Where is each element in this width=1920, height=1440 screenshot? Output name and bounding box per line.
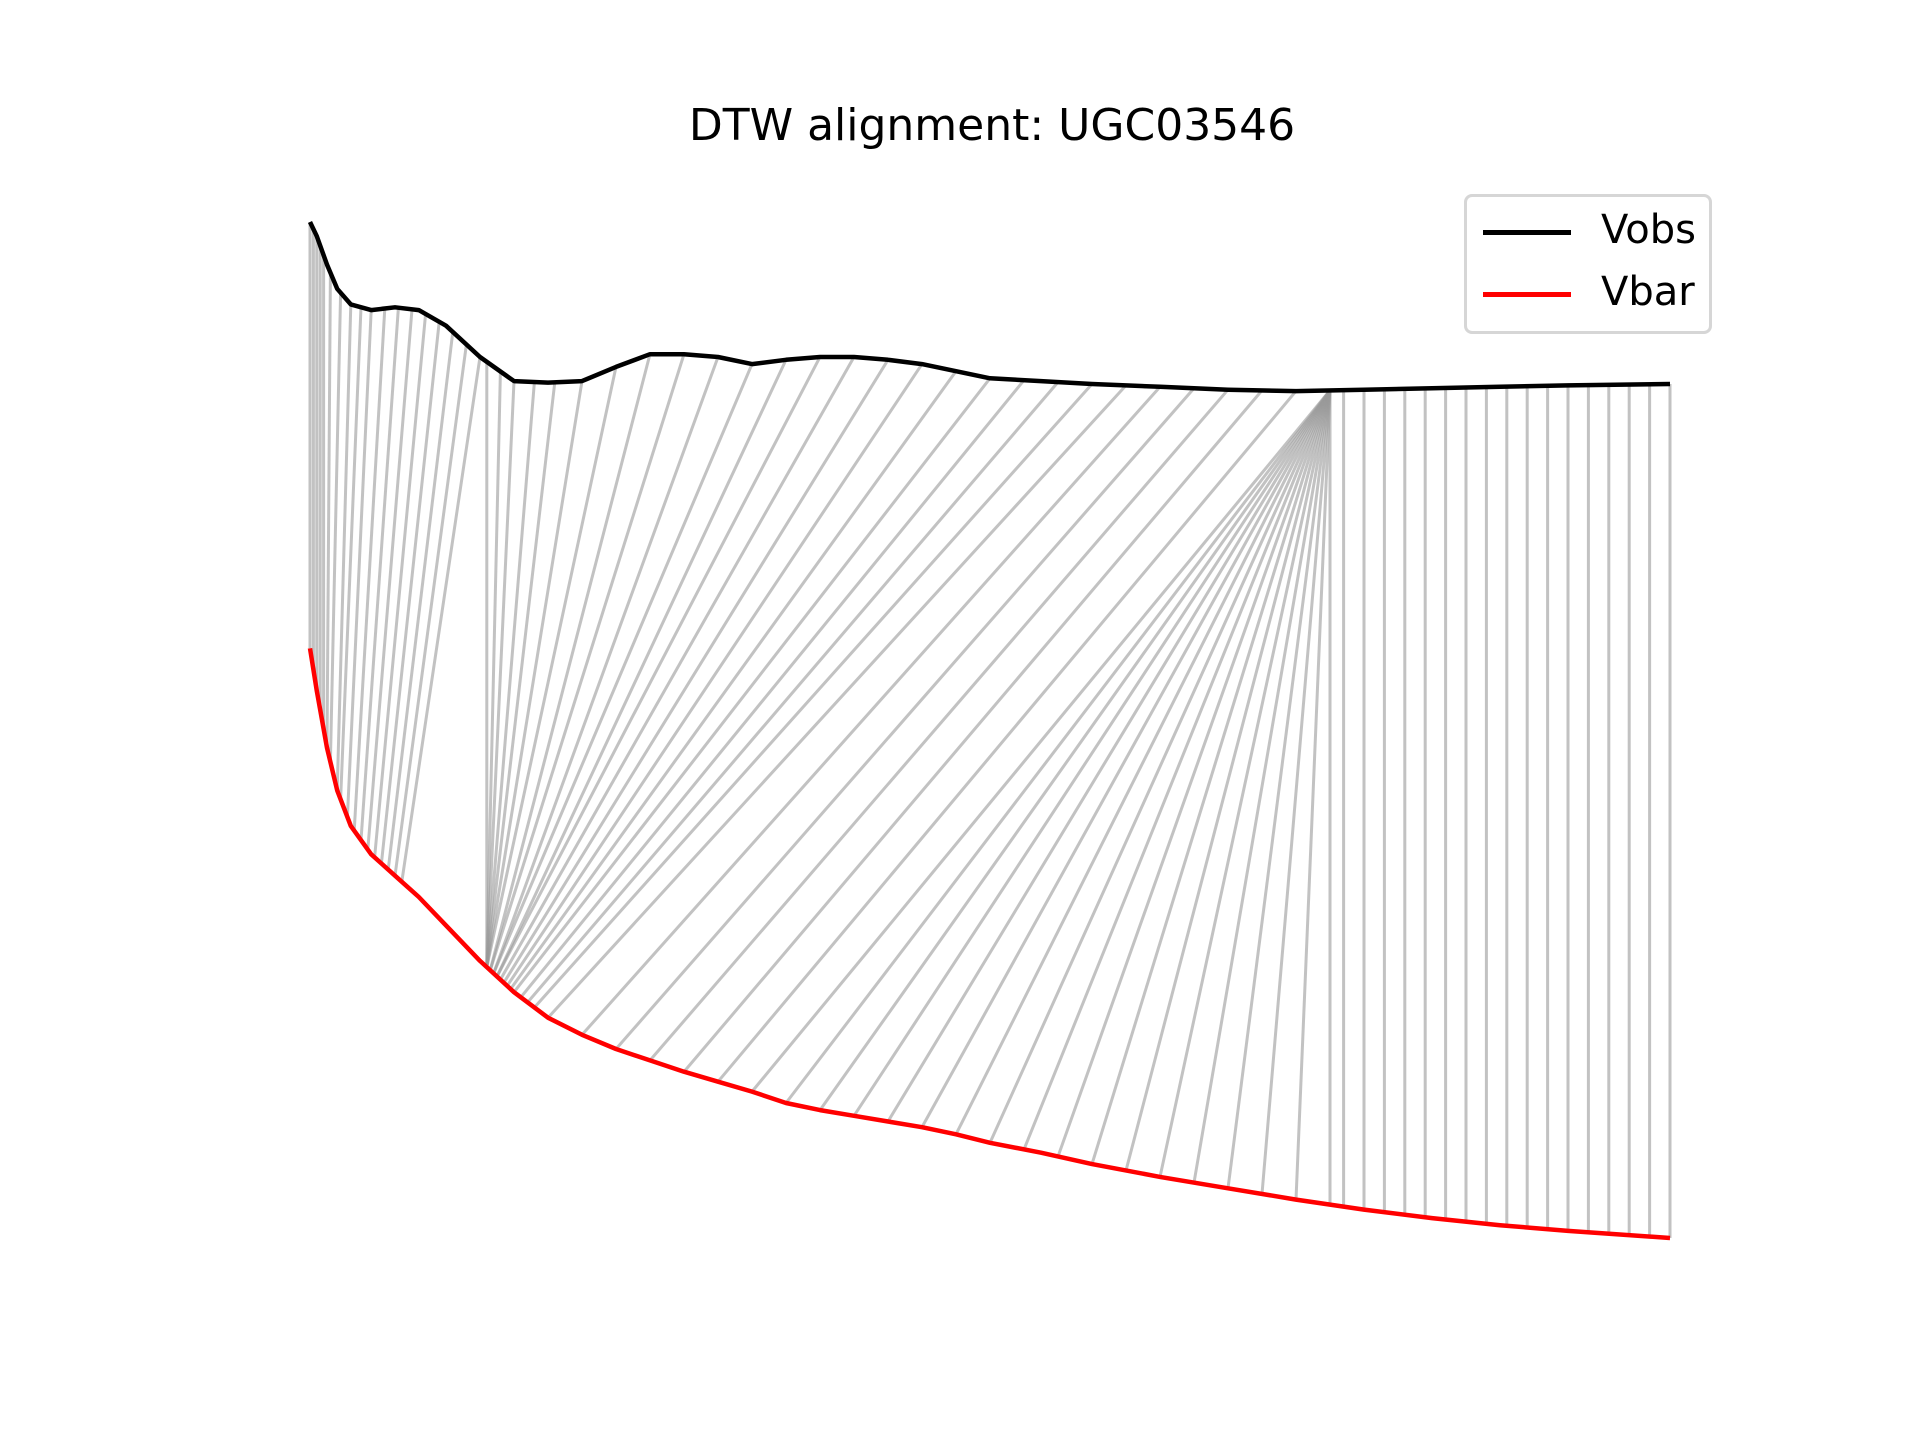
alignment-line-16 xyxy=(393,344,468,876)
series-lines xyxy=(307,221,1671,1241)
alignment-line-38 xyxy=(533,382,1094,1009)
alignment-line-51 xyxy=(954,389,1332,1135)
alignment-line-45 xyxy=(750,389,1332,1093)
alignment-line-46 xyxy=(784,389,1332,1104)
alignment-line-42 xyxy=(648,388,1230,1062)
legend-label-vobs: Vobs xyxy=(1601,207,1696,253)
alignment-line-55 xyxy=(1090,389,1332,1165)
alignment-line-61 xyxy=(1294,390,1332,1200)
alignment-line-13 xyxy=(373,313,428,858)
alignment-line-34 xyxy=(509,370,958,990)
alignment-line-11 xyxy=(359,307,400,841)
alignment-lines xyxy=(308,222,1672,1238)
series-line-vbar xyxy=(307,647,1671,1241)
alignment-line-19 xyxy=(485,371,502,968)
alignment-line-44 xyxy=(716,390,1298,1083)
alignment-line-39 xyxy=(546,384,1128,1019)
legend: Vobs Vbar xyxy=(1464,194,1712,334)
alignment-line-58 xyxy=(1192,390,1332,1183)
alignment-line-25 xyxy=(488,353,652,971)
alignment-line-17 xyxy=(400,356,482,882)
alignment-line-43 xyxy=(682,389,1264,1073)
legend-swatch-vobs xyxy=(1483,230,1571,235)
alignment-line-53 xyxy=(1022,389,1332,1150)
legend-item-vobs: Vobs xyxy=(1467,203,1709,263)
alignment-line-10 xyxy=(352,308,387,831)
alignment-line-50 xyxy=(920,389,1332,1128)
alignment-line-52 xyxy=(988,389,1332,1144)
alignment-line-20 xyxy=(485,381,516,968)
alignment-line-22 xyxy=(485,382,557,968)
alignment-line-59 xyxy=(1226,390,1332,1189)
alignment-line-24 xyxy=(485,366,618,968)
alignment-line-7 xyxy=(335,304,353,791)
alignment-line-26 xyxy=(488,353,686,971)
alignment-line-47 xyxy=(818,389,1332,1111)
alignment-line-40 xyxy=(580,385,1162,1036)
alignment-line-36 xyxy=(519,379,1026,999)
legend-item-vbar: Vbar xyxy=(1467,265,1709,325)
alignment-line-28 xyxy=(492,363,754,974)
alignment-line-31 xyxy=(499,356,856,981)
alignment-line-48 xyxy=(852,389,1332,1117)
alignment-line-6 xyxy=(328,292,343,763)
alignment-line-15 xyxy=(386,331,455,870)
legend-swatch-vbar xyxy=(1483,292,1571,297)
series-line-vobs xyxy=(307,221,1671,394)
alignment-line-30 xyxy=(495,356,822,978)
alignment-line-27 xyxy=(492,356,720,974)
alignment-line-35 xyxy=(512,377,992,994)
alignment-line-32 xyxy=(502,359,890,984)
alignment-line-41 xyxy=(614,387,1196,1050)
chart-title: DTW alignment: UGC03546 xyxy=(688,100,1296,151)
alignment-line-37 xyxy=(526,381,1060,1004)
alignment-line-54 xyxy=(1056,389,1332,1158)
alignment-line-21 xyxy=(485,381,536,968)
alignment-line-49 xyxy=(886,389,1332,1123)
alignment-line-33 xyxy=(505,363,924,987)
alignment-line-57 xyxy=(1158,390,1332,1178)
alignment-line-60 xyxy=(1260,390,1332,1195)
alignment-line-23 xyxy=(485,380,584,968)
alignment-line-29 xyxy=(495,359,788,978)
alignment-line-9 xyxy=(345,310,373,818)
alignment-line-56 xyxy=(1124,390,1332,1171)
alignment-line-8 xyxy=(339,307,363,800)
legend-label-vbar: Vbar xyxy=(1601,269,1695,315)
alignment-line-12 xyxy=(366,309,414,850)
alignment-line-14 xyxy=(379,321,441,864)
alignment-line-5 xyxy=(325,272,332,748)
